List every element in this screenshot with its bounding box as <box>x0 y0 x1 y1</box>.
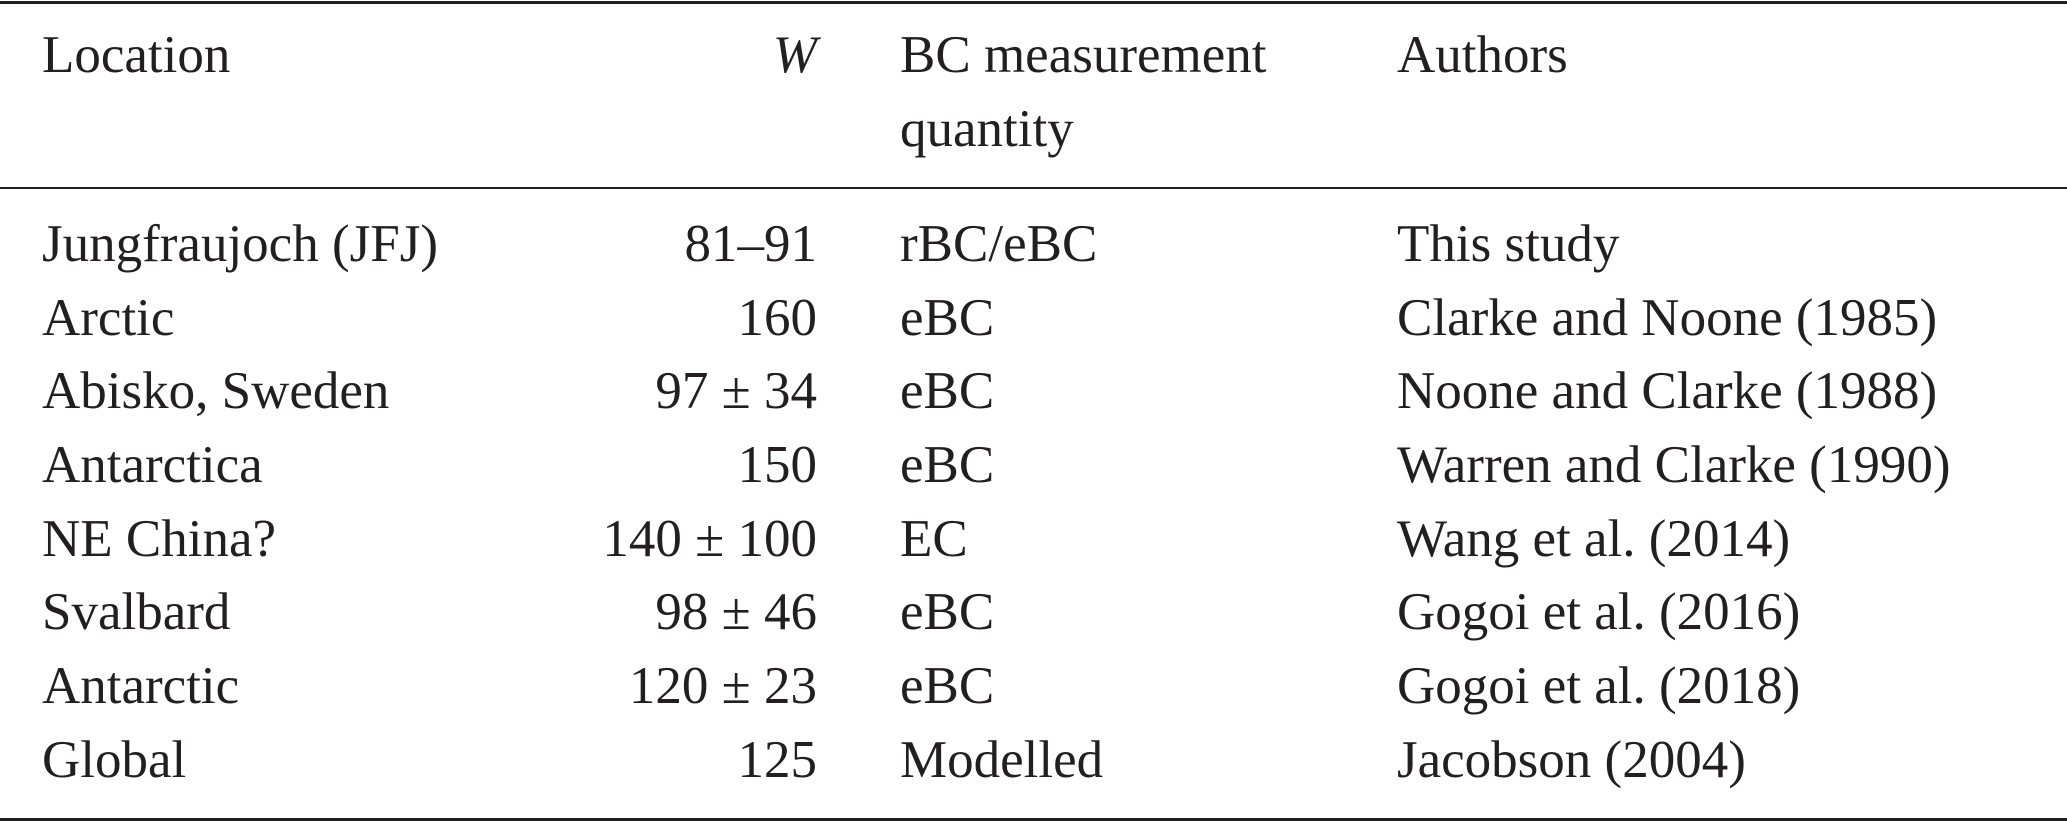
table-cell: Svalbard <box>42 583 231 641</box>
table-cell: 150 <box>737 436 818 494</box>
table-cell: rBC/eBC <box>900 215 1098 273</box>
table-cell: Gogoi et al. (2018) <box>1397 657 1801 715</box>
table-cell: Global <box>42 731 187 789</box>
table-cell: This study <box>1397 215 1620 273</box>
table-cell: 97 ± 34 <box>655 362 817 420</box>
table-cell: 98 ± 46 <box>655 583 817 641</box>
table-cell: Antarctica <box>42 436 263 494</box>
table-cell: 125 <box>737 731 818 789</box>
table-cell: eBC <box>900 362 995 420</box>
bottom-rule <box>0 818 2067 821</box>
table-cell: Jungfraujoch (JFJ) <box>42 215 438 273</box>
table-cell: Noone and Clarke (1988) <box>1397 362 1938 420</box>
table-cell: 160 <box>737 289 818 347</box>
table-cell: eBC <box>900 289 995 347</box>
table-cell: Wang et al. (2014) <box>1397 510 1791 568</box>
header-cell: Authors <box>1397 26 1568 84</box>
table-cell: Warren and Clarke (1990) <box>1397 436 1951 494</box>
top-rule <box>0 1 2067 4</box>
header-rule <box>0 187 2067 189</box>
header-cell: Location <box>42 26 231 84</box>
header-cell: BC measurement quantity <box>900 26 1267 158</box>
table-cell: eBC <box>900 657 995 715</box>
table-cell: Modelled <box>900 731 1104 789</box>
table-cell: 81–91 <box>684 215 818 273</box>
table-cell: EC <box>900 510 968 568</box>
table-cell: Gogoi et al. (2016) <box>1397 583 1801 641</box>
table-cell: NE China? <box>42 510 277 568</box>
table-cell: Clarke and Noone (1985) <box>1397 289 1938 347</box>
table-cell: Arctic <box>42 289 175 347</box>
table-cell: Jacobson (2004) <box>1397 731 1746 789</box>
table-cell: 120 ± 23 <box>628 657 817 715</box>
table-cell: Abisko, Sweden <box>42 362 390 420</box>
header-cell: W <box>772 26 817 84</box>
table-cell: eBC <box>900 583 995 641</box>
table-cell: Antarctic <box>42 657 240 715</box>
table-cell: eBC <box>900 436 995 494</box>
table-cell: 140 ± 100 <box>602 510 817 568</box>
